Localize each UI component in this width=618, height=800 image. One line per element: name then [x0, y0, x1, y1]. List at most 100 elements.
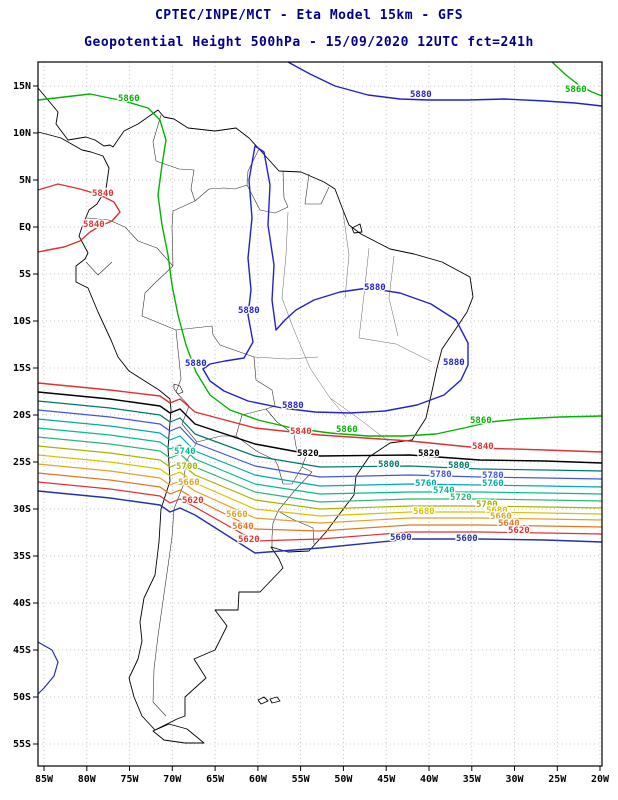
lon-ticks: [43, 766, 601, 771]
lat-label: 15S: [13, 363, 31, 374]
contour-label: 5660: [490, 512, 512, 522]
contour-label: 5880: [238, 306, 260, 316]
map-frame: [37, 61, 603, 767]
lat-label: 10S: [13, 316, 31, 327]
contour-label: 5780: [482, 471, 504, 481]
lat-label: 30S: [13, 504, 31, 515]
contour-label: 5880: [364, 283, 386, 293]
contour-label: 5880: [185, 359, 207, 369]
contour-label: 5840: [472, 442, 494, 452]
lat-label: EQ: [19, 222, 31, 233]
lon-label: 50W: [334, 774, 353, 785]
contour-5780: [37, 409, 603, 480]
lon-label: 65W: [206, 774, 225, 785]
contour-label: 5800: [378, 460, 400, 470]
contour-label: 5700: [476, 500, 498, 510]
contour-5700: [37, 445, 603, 510]
lat-label: 55S: [13, 739, 31, 750]
contour-label: 5620: [182, 496, 204, 506]
contour-label: 5640: [232, 522, 254, 532]
lat-label: 45S: [13, 645, 31, 656]
contour-label: 5760: [415, 479, 437, 489]
contour-label: 5700: [176, 462, 198, 472]
lon-label: 55W: [292, 774, 311, 785]
contour-label: 5660: [226, 510, 248, 520]
contour-label: 5600: [456, 534, 478, 544]
lat-label: 5S: [19, 269, 31, 280]
contour-label: 5880: [443, 358, 465, 368]
contour-5840-south: [37, 382, 603, 453]
contour-label: 5680: [413, 507, 435, 517]
contour-label: 5620: [508, 526, 530, 536]
coastline-south-america: [37, 87, 474, 731]
lon-label: 40W: [420, 774, 439, 785]
contour-label: 5840: [92, 189, 114, 199]
lat-label: 20S: [13, 410, 31, 421]
contour-label: 5680: [486, 506, 508, 516]
lon-label: 60W: [249, 774, 268, 785]
contour-label: 5660: [178, 478, 200, 488]
lat-label: 50S: [13, 692, 31, 703]
contour-label: 5840: [290, 427, 312, 437]
coastline-marajo-island: [351, 223, 363, 234]
contour-label: 5820: [297, 449, 319, 459]
contour-5640: [37, 472, 603, 532]
lon-label: 75W: [120, 774, 139, 785]
coastline-falkland-islands: [257, 696, 281, 705]
contour-5860-main: [37, 93, 603, 437]
lon-label: 25W: [548, 774, 567, 785]
country-borders: [85, 114, 330, 717]
contour-label: 5860: [470, 416, 492, 426]
contour-5720: [37, 436, 603, 503]
lat-label: 5N: [19, 175, 31, 186]
contour-label: 5860: [118, 94, 140, 104]
contour-label: 5820: [418, 449, 440, 459]
lon-label: 30W: [505, 774, 524, 785]
lon-label: 35W: [463, 774, 482, 785]
contour-label: 5860: [336, 425, 358, 435]
contour-label: 5780: [430, 470, 452, 480]
lat-label: 40S: [13, 598, 31, 609]
contour-label: 5740: [174, 447, 196, 457]
contour-5840-north: [37, 183, 121, 253]
contour-low-southwest: [37, 641, 59, 695]
lon-label: 85W: [35, 774, 54, 785]
lat-label: 15N: [13, 81, 31, 92]
contour-label: 5620: [238, 535, 260, 545]
map-title-line2: Geopotential Height 500hPa - 15/09/2020 …: [84, 35, 534, 50]
state-borders: [253, 211, 433, 442]
contour-5760: [37, 418, 603, 488]
contour-5680: [37, 454, 603, 517]
lon-label: 70W: [163, 774, 182, 785]
contour-label: 5640: [498, 519, 520, 529]
contour-5820: [37, 391, 603, 464]
contour-label: 5800: [448, 461, 470, 471]
lake-titicaca: [173, 383, 184, 395]
contour-label: 5840: [83, 220, 105, 230]
lat-label: 25S: [13, 457, 31, 468]
lat-ticks: [33, 85, 38, 745]
map-title-line1: CPTEC/INPE/MCT - Eta Model 15km - GFS: [155, 8, 463, 23]
contour-label: 5880: [282, 401, 304, 411]
lon-label: 45W: [377, 774, 396, 785]
lat-label: 35S: [13, 551, 31, 562]
lat-label: 10N: [13, 128, 31, 139]
contour-5880-loop: [202, 145, 469, 414]
lon-label: 80W: [78, 774, 97, 785]
contour-label: 5880: [410, 90, 432, 100]
contour-5860-corner: [551, 61, 603, 97]
contour-label: 5740: [433, 486, 455, 496]
lon-label: 20W: [591, 774, 610, 785]
contour-label: 5600: [390, 533, 412, 543]
grid-lines-horizontal: [38, 85, 602, 745]
contour-label: 5760: [482, 479, 504, 489]
contour-label: 5720: [450, 493, 472, 503]
contour-5660: [37, 463, 603, 524]
coastline-tierra-del-fuego: [152, 723, 205, 744]
contour-5600: [37, 490, 603, 554]
contour-5620: [37, 481, 603, 542]
contour-5800: [37, 400, 603, 472]
contour-label: 5860: [565, 85, 587, 95]
